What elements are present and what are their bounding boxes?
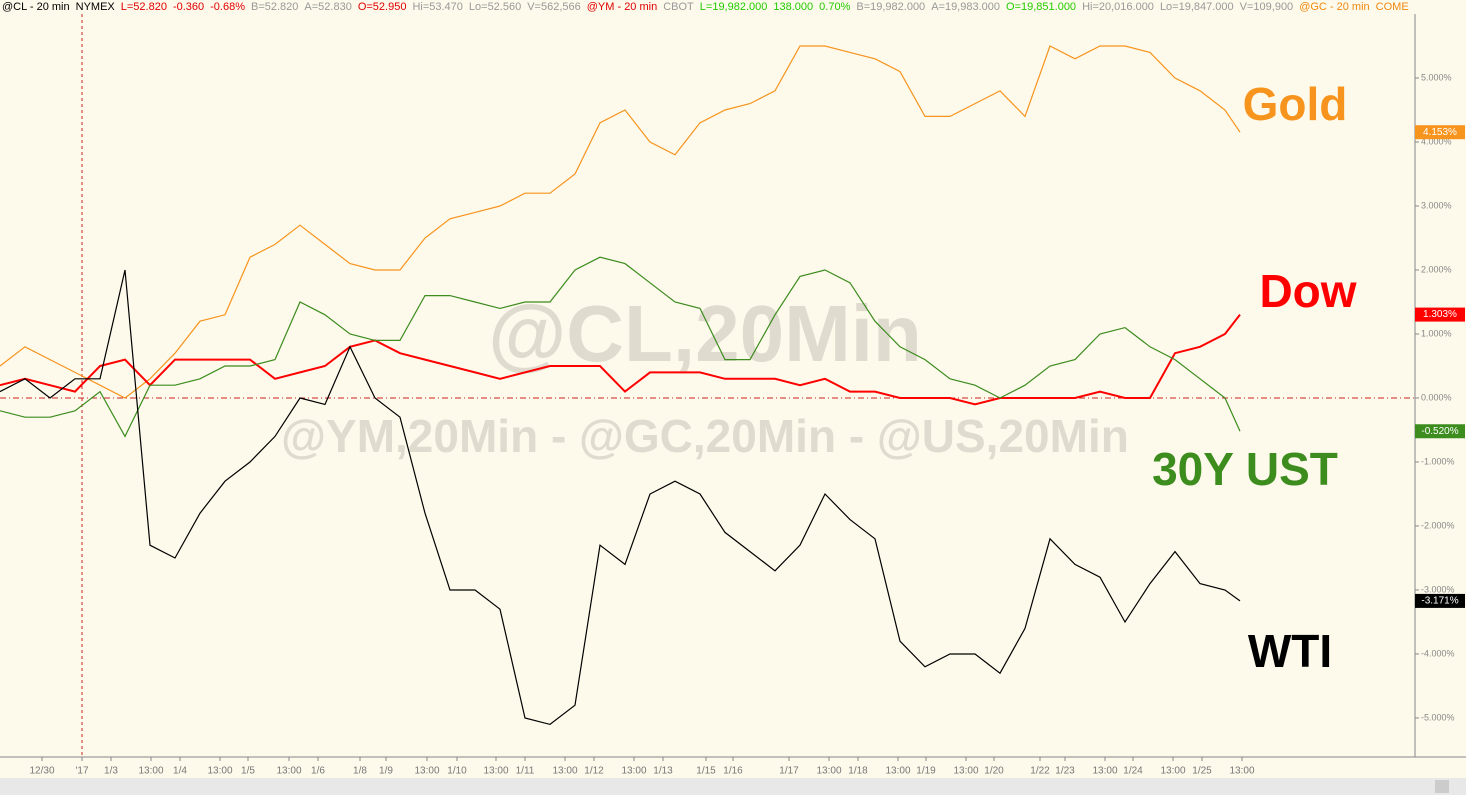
header-item: @CL - 20 min [2,1,70,13]
x-tick-label: 1/9 [379,766,393,777]
header-item: V=562,566 [527,1,581,13]
header-item: COME [1375,1,1409,13]
series-line [0,313,1241,406]
series-line [0,45,1241,399]
x-tick-label: 1/25 [1192,766,1212,777]
header-item: Lo=52.560 [468,1,522,13]
x-tick-label: 1/22 [1030,766,1050,777]
value-tag-label: 4.153% [1423,127,1457,138]
x-tick-label: 13:00 [1160,766,1185,777]
x-tick-label: 1/17 [779,766,799,777]
header-item: 0.70% [819,1,851,13]
header-item: @YM - 20 min [586,1,658,13]
y-tick-label: 1.000% [1421,328,1452,338]
header-item: -0.360 [172,1,205,13]
value-tag [1415,125,1465,140]
x-tick-label: 13:00 [552,766,577,777]
x-tick-label: 13:00 [414,766,439,777]
x-tick-label: 1/15 [696,766,716,777]
x-tick-label: 1/13 [653,766,673,777]
y-tick-label: 5.000% [1421,72,1452,82]
y-tick-label: 2.000% [1421,264,1452,274]
x-tick-label: 1/10 [447,766,467,777]
x-tick-label: 1/19 [916,766,936,777]
y-tick-label: -4.000% [1421,648,1455,658]
header-item: Hi=53.470 [412,1,463,13]
x-tick-label: 1/3 [104,766,118,777]
y-tick-label: -5.000% [1421,712,1455,722]
x-tick-label: 1/4 [173,766,187,777]
value-tag-label: -3.171% [1421,596,1458,607]
header-item: Hi=20,016.000 [1082,1,1154,13]
header-item: NYMEX [75,1,115,13]
x-tick-label: 13:00 [1092,766,1117,777]
header-bar: @CL - 20 min NYMEX L=52.820 -0.360 -0.68% B=5… [2,1,1412,15]
y-tick-label: -1.000% [1421,456,1455,466]
scrollbar[interactable] [0,778,1466,795]
scroll-thumb[interactable] [1435,780,1449,793]
x-tick-label: 13:00 [483,766,508,777]
x-tick-label: 1/6 [311,766,325,777]
watermark: @CL,20Min [488,289,922,378]
y-tick-label: -2.000% [1421,520,1455,530]
series-label: Dow [1259,265,1356,317]
header-item: V=109,900 [1239,1,1294,13]
header-item: O=52.950 [357,1,407,13]
series-line [0,269,1241,726]
header-item: CBOT [663,1,694,13]
value-tag-label: 1.303% [1423,309,1457,320]
y-tick-label: 4.000% [1421,136,1452,146]
value-tag [1415,307,1465,322]
watermark-sub: @YM,20Min - @GC,20Min - @US,20Min [281,410,1129,462]
x-tick-label: 1/23 [1055,766,1075,777]
value-tag [1415,424,1465,439]
x-tick-label: 1/8 [353,766,367,777]
header-item: 138.000 [773,1,814,13]
header-item: B=52.820 [251,1,299,13]
x-tick-label: 12/30 [29,766,54,777]
series-line [0,256,1241,438]
x-tick-label: 1/11 [516,766,535,777]
y-tick-label: 0.000% [1421,392,1452,402]
header-item: -0.68% [210,1,245,13]
header-item: A=52.830 [304,1,352,13]
x-tick-label: 13:00 [207,766,232,777]
x-tick-label: 13:00 [816,766,841,777]
x-tick-label: 1/24 [1123,766,1143,777]
header-item: L=52.820 [120,1,167,13]
header-item: L=19,982.000 [699,1,768,13]
series-label: WTI [1248,625,1332,677]
x-tick-label: 13:00 [621,766,646,777]
x-tick-label: 1/5 [241,766,255,777]
value-tag [1415,593,1465,608]
x-tick-label: 1/18 [848,766,868,777]
y-tick-label: -3.000% [1421,584,1455,594]
x-tick-label: 13:00 [276,766,301,777]
header-item: A=19,983.000 [931,1,1001,13]
x-tick-label: 13:00 [885,766,910,777]
x-tick-label: '17 [75,766,88,777]
x-tick-label: 1/12 [584,766,604,777]
x-tick-label: 13:00 [1229,766,1254,777]
header-item: @GC - 20 min [1299,1,1370,13]
series-label: 30Y UST [1152,443,1338,495]
value-tag-label: -0.520% [1421,426,1458,437]
x-tick-label: 13:00 [953,766,978,777]
header-item: Lo=19,847.000 [1159,1,1234,13]
series-label: Gold [1243,78,1348,130]
y-tick-label: 3.000% [1421,200,1452,210]
x-tick-label: 1/20 [984,766,1004,777]
x-tick-label: 13:00 [138,766,163,777]
x-tick-label: 1/16 [723,766,743,777]
header-item: O=19,851.000 [1006,1,1077,13]
header-item: B=19,982.000 [856,1,926,13]
